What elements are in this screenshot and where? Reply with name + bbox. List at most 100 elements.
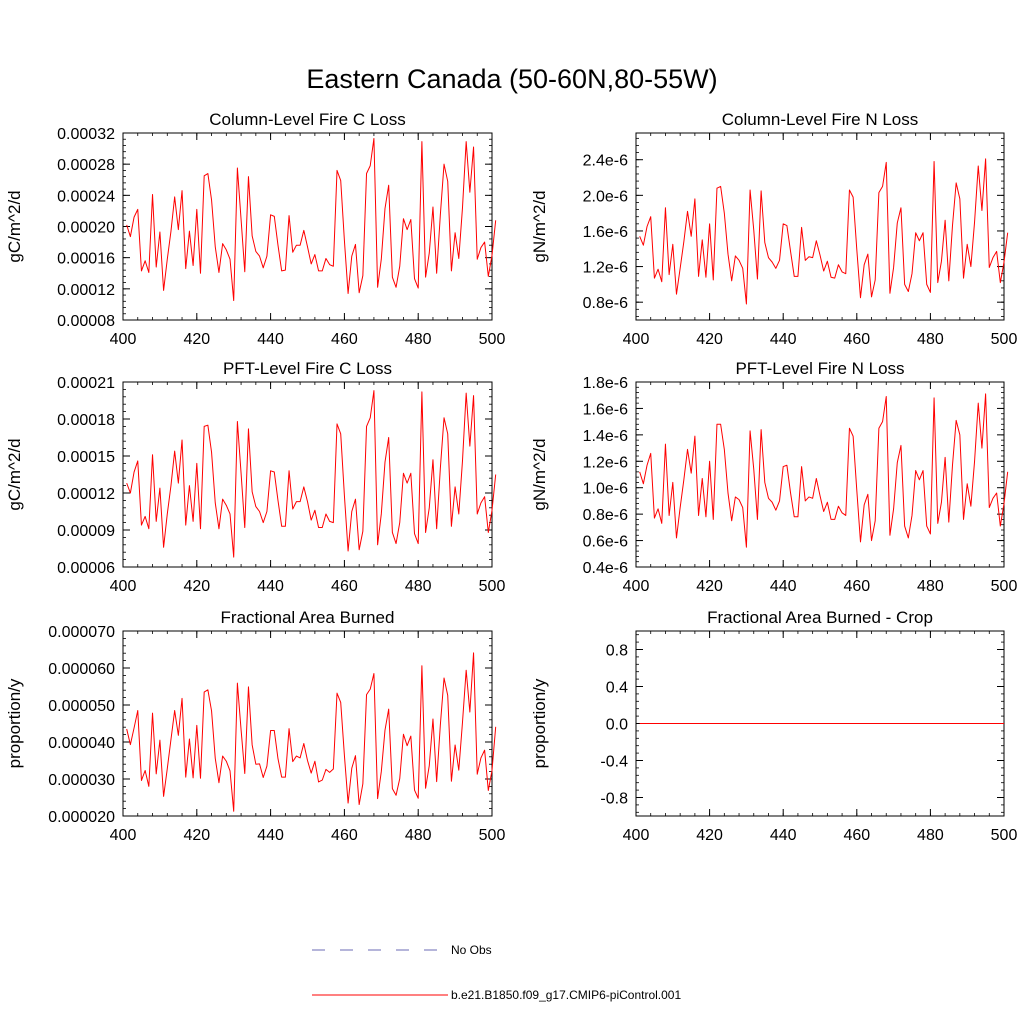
panel-5: 400 420 440 460 480 500 0.000020 0.000030 0.0000… (5, 608, 505, 844)
y-tick-label: 0.00008 (57, 313, 115, 330)
panel-2: 400 420 440 460 480 500 0.8e-6 1.2e-6 1.6e-6 2.0e… (530, 110, 1017, 348)
x-tick-label: 500 (479, 578, 506, 595)
x-tick-label: 440 (257, 331, 284, 348)
y-tick-label: 0.00015 (57, 449, 115, 466)
y-tick-label: 0.000040 (48, 735, 115, 752)
x-tick-label: 500 (991, 827, 1018, 844)
x-tick-label: 400 (110, 827, 137, 844)
x-tick-label: 420 (696, 578, 723, 595)
plot-frame (635, 381, 1005, 568)
x-tick-label: 420 (183, 578, 210, 595)
y-tick-label: 0.00016 (57, 251, 115, 268)
y-tick-label: 0.00020 (57, 220, 115, 237)
x-tick-label: 500 (479, 331, 506, 348)
x-tick-label: 480 (405, 331, 432, 348)
x-tick-label: 440 (257, 827, 284, 844)
y-axis-label: gN/m^2/d (530, 438, 549, 510)
x-tick-label: 440 (770, 827, 797, 844)
x-tick-label: 460 (843, 578, 870, 595)
y-tick-label: 0.000020 (48, 809, 115, 826)
x-tick-label: 420 (696, 331, 723, 348)
panel-title: PFT-Level Fire C Loss (223, 359, 392, 378)
y-axis-label: gC/m^2/d (5, 190, 24, 262)
y-tick-label: -0.4 (600, 754, 628, 771)
plot-frame (122, 381, 493, 568)
panel-6: 400 420 440 460 480 500 -0.8 -0.4 0.0 0.4 0.8 Fract… (530, 608, 1017, 844)
y-tick-label: 0.000050 (48, 698, 115, 715)
y-axis-label: gC/m^2/d (5, 438, 24, 510)
x-tick-label: 480 (917, 827, 944, 844)
x-tick-label: 400 (110, 331, 137, 348)
x-tick-label: 420 (183, 827, 210, 844)
y-axis-label: gN/m^2/d (530, 190, 549, 262)
y-tick-label: 0.000070 (48, 624, 115, 641)
legend-obs-label: No Obs (451, 943, 492, 957)
y-tick-label: 2.0e-6 (583, 188, 628, 205)
y-tick-label: 0.000030 (48, 772, 115, 789)
y-tick-label: 0.8e-6 (583, 507, 628, 524)
y-tick-label: 0.00012 (57, 282, 115, 299)
x-tick-label: 400 (623, 578, 650, 595)
x-tick-label: 480 (405, 827, 432, 844)
panel-1: 400 420 440 460 480 500 0.00008 0.00012 0.00016 0… (5, 110, 505, 348)
panel-4: 400 420 440 460 480 500 0.4e-6 0.6e-6 0.8e-6 1.0e… (530, 359, 1017, 595)
x-tick-label: 460 (843, 331, 870, 348)
y-tick-label: 1.6e-6 (583, 401, 628, 418)
y-tick-label: 0.00009 (57, 523, 115, 540)
plot-frame (122, 630, 493, 817)
series-line (126, 652, 497, 812)
panel-title: Fractional Area Burned - Crop (707, 608, 933, 627)
x-tick-label: 400 (623, 827, 650, 844)
y-tick-label: 1.2e-6 (583, 260, 628, 277)
y-tick-label: 1.8e-6 (583, 375, 628, 392)
y-tick-label: 1.6e-6 (583, 224, 628, 241)
series-line (639, 393, 1009, 548)
y-tick-label: 0.0 (606, 717, 628, 734)
y-tick-label: 0.00018 (57, 412, 115, 429)
y-tick-label: 0.4e-6 (583, 560, 628, 577)
y-tick-label: 0.00028 (57, 157, 115, 174)
x-tick-label: 500 (991, 578, 1018, 595)
x-tick-label: 400 (110, 578, 137, 595)
x-tick-label: 480 (917, 331, 944, 348)
x-tick-label: 460 (331, 331, 358, 348)
y-tick-label: 1.0e-6 (583, 481, 628, 498)
series-line (126, 137, 497, 302)
y-tick-label: 1.4e-6 (583, 428, 628, 445)
plot-frame (635, 132, 1005, 321)
y-tick-label: 0.00006 (57, 560, 115, 577)
panels: 400 420 440 460 480 500 0.00008 0.00012 0.00016 0… (5, 110, 1017, 844)
y-tick-label: 0.4 (606, 680, 628, 697)
panel-title: Fractional Area Burned (221, 608, 395, 627)
x-tick-label: 480 (405, 578, 432, 595)
x-tick-label: 400 (623, 331, 650, 348)
y-axis-label: proportion/y (5, 678, 24, 768)
y-tick-label: 0.00032 (57, 126, 115, 143)
panel-3: 400 420 440 460 480 500 0.00006 0.00009 0.00012 0… (5, 359, 505, 595)
series-line (639, 158, 1009, 305)
y-axis-label: proportion/y (530, 678, 549, 768)
x-tick-label: 420 (183, 331, 210, 348)
x-tick-label: 420 (696, 827, 723, 844)
y-tick-label: 0.00024 (57, 188, 115, 205)
y-tick-label: 0.8e-6 (583, 295, 628, 312)
y-tick-label: 0.8 (606, 643, 628, 660)
figure-title: Eastern Canada (50-60N,80-55W) (306, 64, 717, 94)
panel-title: Column-Level Fire C Loss (209, 110, 406, 129)
x-tick-label: 460 (843, 827, 870, 844)
x-tick-label: 460 (331, 827, 358, 844)
legend-model-label: b.e21.B1850.f09_g17.CMIP6-piControl.001 (451, 988, 681, 1002)
legend: No Obs b.e21.B1850.f09_g17.CMIP6-piContr… (312, 943, 681, 1002)
x-tick-label: 440 (257, 578, 284, 595)
y-tick-label: 1.2e-6 (583, 454, 628, 471)
y-tick-label: 2.4e-6 (583, 153, 628, 170)
y-tick-label: -0.8 (600, 791, 628, 808)
x-tick-label: 500 (479, 827, 506, 844)
x-tick-label: 500 (991, 331, 1018, 348)
y-tick-label: 0.00021 (57, 375, 115, 392)
panel-title: PFT-Level Fire N Loss (735, 359, 904, 378)
series-line (126, 390, 497, 558)
x-tick-label: 480 (917, 578, 944, 595)
x-tick-label: 440 (770, 578, 797, 595)
